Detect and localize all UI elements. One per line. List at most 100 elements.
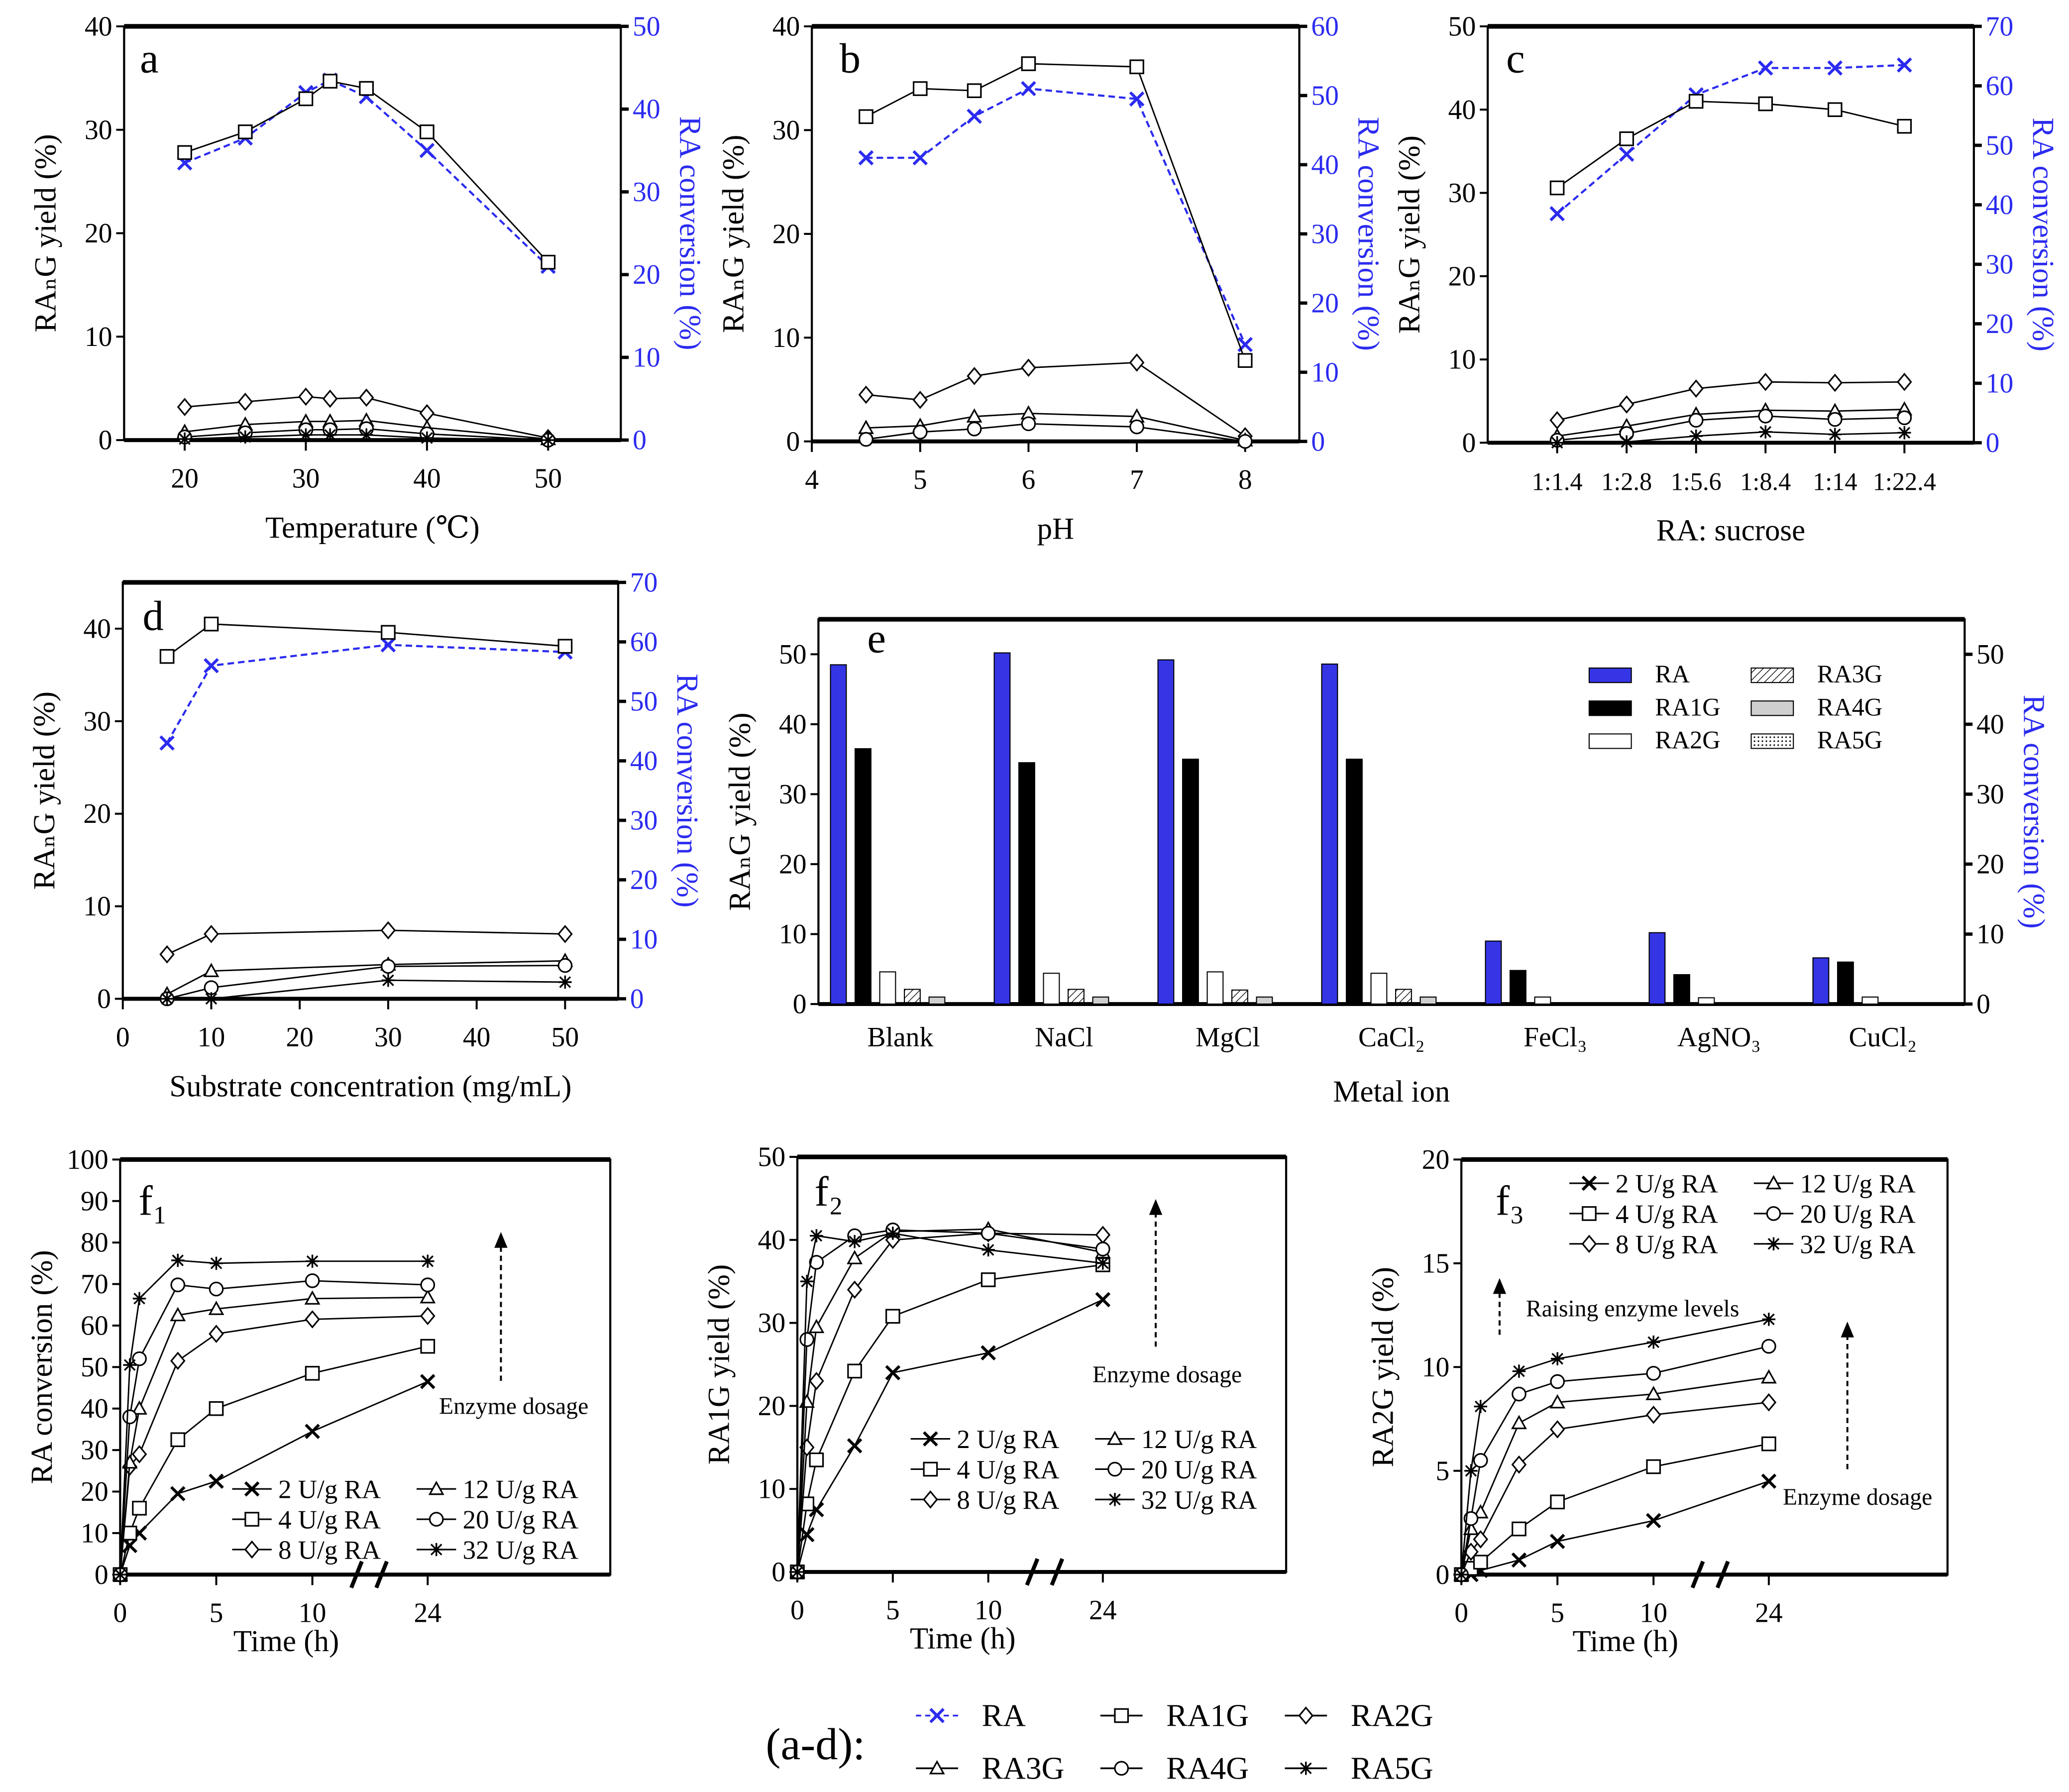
legend-marker — [1114, 1761, 1129, 1776]
series-line — [167, 965, 565, 1000]
x-tick-label: 30 — [292, 463, 320, 494]
circle-marker — [1129, 419, 1144, 435]
square-marker — [912, 81, 928, 96]
series-line — [866, 413, 1246, 442]
x-marker — [420, 1374, 436, 1389]
star-marker — [800, 1275, 814, 1288]
y2-tick-label: 30 — [1976, 779, 2004, 810]
diamond-marker — [204, 924, 219, 943]
diamond-marker — [1511, 1455, 1527, 1474]
x-tick-label: 20 — [286, 1022, 314, 1053]
axis-break-mark — [1025, 1558, 1040, 1586]
y2-tick-label: 30 — [630, 805, 658, 836]
square-marker — [1549, 180, 1565, 196]
bar-RA — [993, 652, 1011, 1005]
circle-marker — [420, 1277, 436, 1293]
y-tick-label: 0 — [97, 984, 111, 1014]
y2-tick-label: 0 — [1986, 428, 2000, 458]
star-marker — [160, 992, 174, 1006]
legend-marker — [244, 1512, 259, 1527]
x-tick-label: 4 — [805, 464, 819, 495]
bar-RA2G — [1043, 973, 1060, 1005]
axis-break-mark — [1715, 1561, 1730, 1589]
x-marker — [419, 142, 435, 158]
series-2-U-g-RA — [112, 1374, 436, 1582]
series-8-U-g-RA — [112, 1307, 436, 1584]
y-tick-label: 0 — [95, 1560, 109, 1590]
x-tick-label: 5 — [1550, 1598, 1564, 1629]
x-tick-label: 24 — [1755, 1598, 1783, 1629]
x-tick-label: 7 — [1130, 464, 1144, 495]
y-axis-label: RAₙG yield (%) — [724, 712, 757, 910]
star-marker — [1828, 428, 1842, 441]
series-line — [866, 87, 1246, 345]
triangle-marker — [208, 1301, 224, 1315]
circle-marker — [967, 421, 982, 437]
star-marker — [1512, 1364, 1526, 1378]
x-axis-label: Substrate concentration (mg/mL) — [169, 1070, 571, 1103]
legend-swatch — [1750, 700, 1794, 716]
y2-axis-label: RA conversion (%) — [670, 673, 704, 907]
y-axis-label: RA2G yield (%) — [1367, 1267, 1400, 1467]
x-tick-label: NaCl — [1035, 1022, 1093, 1053]
square-marker — [323, 74, 337, 89]
y2-tick-label: 40 — [1976, 709, 2004, 740]
bar-RA2G — [879, 971, 896, 1005]
y2-tick-label: 40 — [1986, 190, 2014, 221]
y2-tick-label: 70 — [630, 567, 658, 598]
diamond-marker — [1897, 372, 1912, 391]
x-tick-label: 1:14 — [1813, 468, 1857, 496]
legend-label: 32 U/g RA — [1141, 1486, 1257, 1515]
x-marker — [980, 1345, 996, 1360]
series-RA2G — [858, 353, 1253, 446]
legend-label: 4 U/g RA — [278, 1506, 381, 1535]
star-marker — [123, 1358, 136, 1372]
legend-label: 8 U/g RA — [1616, 1230, 1718, 1259]
y2-axis-label: RA conversion (%) — [2017, 695, 2050, 929]
bar-RA3G — [1395, 989, 1412, 1005]
y-tick-label: 10 — [85, 322, 112, 352]
square-marker — [1473, 1555, 1488, 1570]
x-tick-label: 40 — [413, 463, 441, 494]
star-marker — [210, 1256, 223, 1270]
square-marker — [305, 1366, 320, 1381]
y2-tick-label: 40 — [633, 94, 660, 125]
panel-label: f₁ — [138, 1178, 167, 1225]
y2-tick-label: 20 — [1986, 309, 2014, 339]
y-tick-label: 10 — [772, 323, 800, 353]
circle-marker — [809, 1255, 824, 1270]
axis-break-mark — [1690, 1561, 1705, 1589]
circle-marker — [381, 959, 396, 974]
legend-label: 2 U/g RA — [1616, 1170, 1718, 1199]
triangle-marker — [1472, 1504, 1489, 1519]
legend-marker — [923, 1461, 938, 1477]
series-line — [166, 929, 565, 955]
y-tick-label: 15 — [1422, 1248, 1450, 1279]
y2-tick-label: 50 — [1311, 80, 1339, 111]
y-tick-label: 20 — [85, 218, 112, 249]
x-tick-label: 1:1.4 — [1532, 468, 1583, 496]
y-tick-label: 30 — [1448, 178, 1476, 209]
x-marker — [1511, 1552, 1527, 1568]
series-line — [796, 1229, 1103, 1572]
legend-label: RA — [1655, 660, 1690, 688]
y-tick-label: 10 — [81, 1518, 109, 1549]
y-tick-label: 20 — [758, 1391, 786, 1422]
star-marker — [1096, 1256, 1110, 1270]
legend-marker — [1107, 1461, 1122, 1477]
y-tick-label: 30 — [758, 1308, 786, 1339]
star-marker — [558, 975, 572, 989]
y-tick-label: 40 — [772, 11, 800, 42]
y2-tick-label: 20 — [1976, 849, 2004, 880]
y-axis-label: RAₙG yield (%) — [717, 135, 751, 333]
series-line — [167, 979, 565, 1000]
x-marker — [1095, 1292, 1111, 1308]
y-tick-label: 30 — [772, 115, 800, 146]
x-axis-label: pH — [1037, 513, 1074, 546]
series-line — [866, 423, 1245, 443]
square-marker — [209, 1401, 224, 1416]
star-marker — [810, 1229, 823, 1242]
legend-marker — [1582, 1206, 1597, 1221]
y2-tick-label: 20 — [630, 865, 658, 896]
